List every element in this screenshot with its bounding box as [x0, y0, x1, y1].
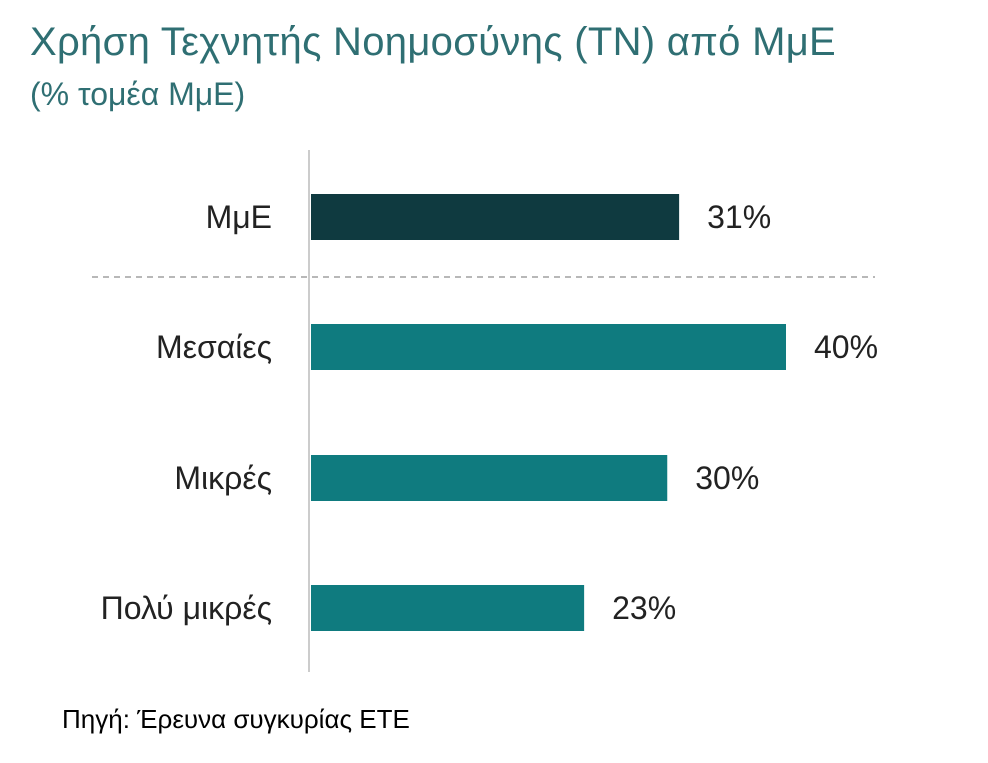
bar-1 [311, 194, 680, 240]
chart-title: Χρήση Τεχνητής Νοημοσύνης (ΤΝ) από ΜμΕ [30, 20, 837, 64]
bar-4 [311, 585, 585, 631]
plot-area: ΜμΕ 31% Μεσαίες 40% Μικρές 30% Πολύ μικρές 23% [92, 150, 878, 672]
value-label: 30% [695, 460, 759, 496]
category-label: Πολύ μικρές [101, 590, 272, 626]
category-label: ΜμΕ [206, 199, 272, 235]
category-label: Μεσαίες [156, 329, 272, 365]
bar-3 [311, 455, 668, 501]
source-note: Πηγή: Έρευνα συγκυρίας ΕΤΕ [62, 704, 410, 734]
value-label: 31% [707, 199, 771, 235]
category-label: Μικρές [174, 460, 272, 496]
chart-subtitle: (% τομέα ΜμΕ) [30, 76, 246, 112]
value-label: 23% [612, 590, 676, 626]
value-label: 40% [814, 329, 878, 365]
bars-group: ΜμΕ 31% Μεσαίες 40% Μικρές 30% Πολύ μικρές 23% [101, 194, 878, 631]
bar-2 [311, 324, 786, 370]
